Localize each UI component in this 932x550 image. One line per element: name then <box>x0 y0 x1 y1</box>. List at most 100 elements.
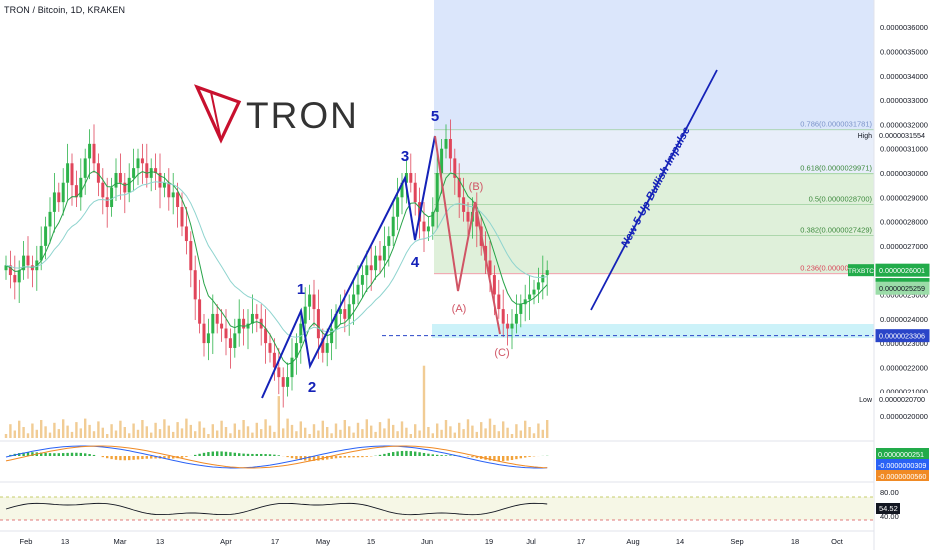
candle-body <box>290 357 294 378</box>
candle-body <box>101 182 105 198</box>
volume-bar <box>471 425 474 438</box>
candle-body <box>88 143 92 159</box>
candle <box>369 245 373 291</box>
macd-histogram-bar <box>436 454 439 456</box>
macd-histogram-bar <box>299 456 302 460</box>
candle-body <box>466 211 470 222</box>
candle <box>26 236 30 279</box>
macd-histogram-bar <box>524 456 527 458</box>
macd-histogram-bar <box>440 455 443 456</box>
candle <box>338 294 342 324</box>
candle-body <box>501 309 505 324</box>
macd-histogram-bar <box>202 452 206 456</box>
macd-histogram-bar <box>255 453 258 456</box>
macd-histogram-bar <box>101 456 104 458</box>
macd-histogram-bar <box>211 451 214 456</box>
candle-body <box>435 173 439 212</box>
candle <box>453 148 457 195</box>
macd-histogram-bar <box>264 454 267 456</box>
macd-histogram-bar <box>114 456 118 460</box>
candle <box>242 309 246 346</box>
rsi-tick-label: 80.00 <box>880 488 899 497</box>
macd-histogram-bar <box>286 456 289 458</box>
macd-histogram-bar <box>40 452 43 456</box>
macd-histogram-bar <box>132 456 135 460</box>
candle-body <box>268 343 272 353</box>
candle-body <box>233 333 237 348</box>
volume-bar <box>22 427 25 438</box>
macd-histogram-bar <box>229 452 232 456</box>
candle <box>4 255 8 280</box>
volume-bar <box>440 429 443 438</box>
macd-histogram-bar <box>48 453 52 456</box>
candle-body <box>189 241 193 271</box>
candle-body <box>281 377 285 387</box>
macd-histogram-bar <box>277 455 280 456</box>
fib-level-label: 0.382(0.0000027429) <box>800 225 872 234</box>
candle-body <box>325 343 329 353</box>
candle <box>312 279 316 327</box>
volume-bar <box>541 429 544 438</box>
macd-histogram-bar <box>216 451 219 456</box>
volume-bar <box>92 431 96 438</box>
volume-bar <box>339 429 342 438</box>
macd-value-bg <box>876 470 929 481</box>
volume-bar <box>546 420 549 438</box>
price-tag-bg <box>875 281 930 295</box>
projection-arrow-line <box>590 69 718 311</box>
candle-body <box>162 182 166 188</box>
candle-body <box>26 255 30 266</box>
candle-body <box>250 313 254 324</box>
candle <box>290 338 294 391</box>
candle <box>101 168 105 215</box>
volume-bar <box>97 421 100 438</box>
macd-histogram-bar <box>79 452 82 456</box>
candle-body <box>316 309 320 339</box>
candle-body <box>497 294 501 310</box>
candle-body <box>536 282 540 290</box>
candle <box>132 148 136 192</box>
volume-bar <box>119 420 122 438</box>
macd-histogram-bar <box>22 452 25 456</box>
volume-bar <box>326 427 329 438</box>
macd-histogram-bar <box>475 456 478 459</box>
macd-histogram-bar <box>220 451 223 456</box>
volume-bar <box>506 427 509 438</box>
macd-histogram-bar <box>317 456 320 461</box>
macd-histogram-bar <box>123 456 126 461</box>
candle-body <box>396 197 400 217</box>
candle <box>233 318 237 358</box>
macd-histogram-bar <box>405 450 408 456</box>
candle <box>61 168 65 216</box>
macd-histogram-bar <box>251 453 254 456</box>
volume-bar <box>114 430 118 438</box>
candle <box>92 124 96 173</box>
macd-histogram-bar <box>312 456 316 461</box>
candle <box>378 241 382 274</box>
volume-bar <box>9 424 12 438</box>
volume-bar <box>84 418 87 438</box>
candle <box>198 279 202 334</box>
candle-body <box>215 313 219 324</box>
time-tick-label: 15 <box>367 537 375 546</box>
macd-histogram-bar <box>88 454 91 456</box>
volume-bar <box>79 428 82 438</box>
candle-body <box>158 173 162 188</box>
macd-histogram-bar <box>194 454 197 456</box>
candle-body <box>264 328 268 344</box>
candle <box>303 287 307 334</box>
volume-bar <box>537 423 540 438</box>
macd-histogram-bar <box>172 456 175 459</box>
macd-histogram-bar <box>502 456 505 462</box>
ema-fast-line <box>5 170 548 365</box>
macd-histogram-bar <box>224 451 228 456</box>
candle <box>365 250 369 293</box>
candle <box>193 255 197 321</box>
volume-bar <box>484 428 487 438</box>
volume-bar <box>194 431 197 438</box>
time-tick-label: May <box>316 537 330 546</box>
volume-bar <box>488 418 492 438</box>
volume-bar <box>154 422 157 438</box>
